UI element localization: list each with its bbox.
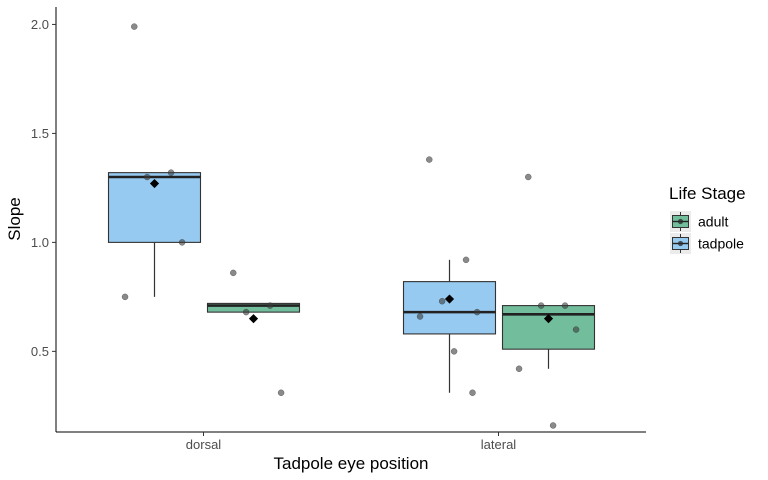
data-point bbox=[469, 389, 476, 397]
mean-marker bbox=[248, 314, 259, 324]
mean-markers bbox=[149, 178, 554, 324]
mean-marker bbox=[444, 294, 455, 304]
data-point bbox=[121, 293, 129, 301]
data-point bbox=[438, 297, 446, 305]
y-ticks: 0.5 1.0 1.5 2.0 bbox=[31, 17, 56, 359]
data-point bbox=[167, 169, 175, 176]
box-tadpole-lateral bbox=[402, 281, 497, 335]
legend-title: Life Stage bbox=[669, 184, 746, 203]
legend-key-point bbox=[677, 240, 684, 247]
data-point bbox=[230, 269, 237, 277]
data-point bbox=[561, 302, 569, 309]
axes bbox=[55, 7, 646, 433]
data-point bbox=[525, 173, 532, 181]
y-tick-label: 0.5 bbox=[31, 344, 49, 359]
x-tick-label: dorsal bbox=[186, 437, 222, 452]
data-point bbox=[416, 313, 424, 320]
boxes bbox=[107, 172, 596, 393]
y-tick-label: 1.0 bbox=[31, 235, 49, 250]
data-point bbox=[426, 156, 433, 163]
data-point bbox=[242, 308, 250, 316]
data-point bbox=[473, 308, 481, 316]
mean-marker bbox=[543, 314, 554, 324]
legend-label-tadpole: tadpole bbox=[698, 236, 744, 252]
y-tick-label: 1.5 bbox=[31, 126, 49, 141]
x-ticks: dorsal lateral bbox=[186, 432, 517, 452]
data-point bbox=[178, 239, 186, 246]
data-point bbox=[515, 365, 523, 373]
y-tick-label: 2.0 bbox=[31, 17, 49, 32]
box-adult-dorsal bbox=[206, 302, 301, 313]
data-point bbox=[537, 302, 545, 309]
data-point bbox=[572, 326, 580, 333]
legend-label-adult: adult bbox=[698, 214, 728, 230]
box-adult-lateral bbox=[501, 305, 596, 350]
legend: Life Stage adult tadpole bbox=[669, 184, 746, 254]
x-axis-title: Tadpole eye position bbox=[273, 454, 428, 473]
y-axis-title: Slope bbox=[5, 197, 24, 240]
data-point bbox=[450, 348, 458, 355]
data-point bbox=[462, 256, 470, 264]
legend-key-point bbox=[677, 218, 684, 225]
x-tick-label: lateral bbox=[481, 437, 517, 452]
data-point bbox=[131, 23, 138, 30]
data-point bbox=[277, 389, 285, 397]
data-point bbox=[266, 302, 274, 309]
data-point bbox=[143, 173, 151, 181]
mean-marker bbox=[149, 178, 160, 189]
data-points bbox=[121, 23, 580, 429]
data-point bbox=[549, 422, 557, 429]
legend-items: adult tadpole bbox=[670, 211, 744, 254]
